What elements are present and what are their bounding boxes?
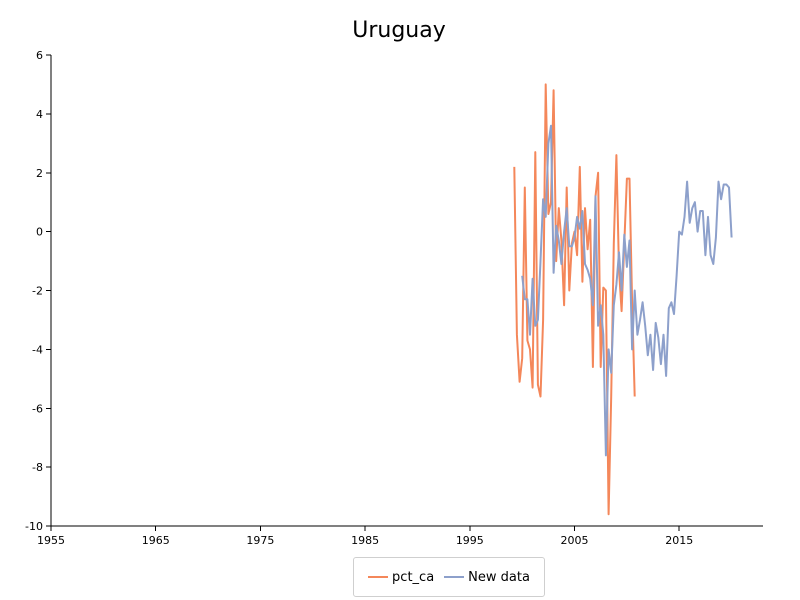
legend: pct_ca New data — [353, 557, 545, 597]
y-tick-label: 6 — [36, 49, 43, 62]
y-tick-label: 0 — [36, 226, 43, 239]
legend-item-pct-ca[interactable]: pct_ca — [368, 570, 434, 585]
x-tick-label: 1985 — [351, 534, 379, 547]
x-tick-label: 1995 — [456, 534, 484, 547]
y-tick-label: -6 — [32, 402, 43, 415]
y-tick-label: -8 — [32, 461, 43, 474]
x-tick-label: 2015 — [665, 534, 693, 547]
x-tick-label: 2005 — [561, 534, 589, 547]
y-axis-ticks: 6 4 2 0 -2 -4 -6 -8 -10 — [25, 49, 51, 533]
x-tick-label: 1955 — [37, 534, 65, 547]
x-tick-label: 1975 — [246, 534, 274, 547]
legend-label-pct-ca: pct_ca — [392, 569, 435, 585]
y-tick-label: -10 — [25, 520, 43, 533]
series-layer — [513, 83, 733, 516]
chart-title: Uruguay — [352, 18, 446, 43]
y-tick-label: 4 — [36, 108, 43, 121]
legend-item-new-data[interactable]: New data — [444, 570, 530, 585]
y-tick-label: 2 — [36, 167, 43, 180]
legend-label-new-data: New data — [468, 569, 530, 585]
x-axis-ticks: 1955 1965 1975 1985 1995 2005 2015 — [37, 526, 693, 547]
x-tick-label: 1965 — [142, 534, 170, 547]
y-tick-label: -2 — [32, 285, 43, 298]
legend-swatch-pct-ca — [368, 576, 389, 578]
series-line-new-data — [521, 124, 733, 457]
chart-axes — [50, 55, 763, 527]
legend-swatch-new-data — [444, 576, 465, 578]
y-tick-label: -4 — [32, 343, 43, 356]
